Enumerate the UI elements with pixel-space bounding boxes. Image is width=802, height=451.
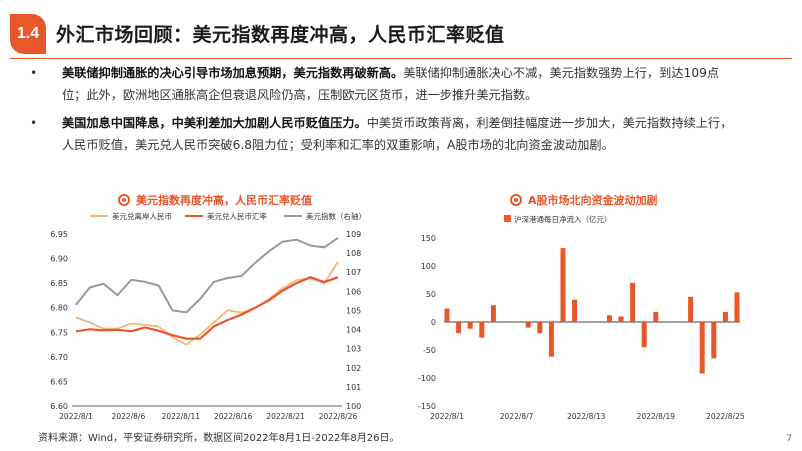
target-icon [118, 194, 130, 206]
bar [479, 322, 485, 338]
y-right-tick-label: 100 [346, 402, 361, 411]
bullet-dot: • [30, 66, 38, 80]
bullet-1-text: 美联储抑制通胀决心不减，美元指数强势上行，到达109点位；此外，欧洲地区通胀高企… [62, 66, 720, 102]
y-left-tick-label: 6.90 [50, 255, 68, 264]
section-number-badge: 1.4 [10, 14, 46, 54]
bar [641, 322, 647, 348]
y-tick-label: -100 [418, 374, 436, 383]
bar [699, 322, 705, 374]
y-right-tick-label: 103 [346, 345, 361, 354]
legend-label: 美元兑人民币汇率 [207, 211, 267, 221]
bar [606, 315, 612, 322]
bar [525, 322, 531, 328]
y-right-tick-label: 109 [346, 230, 361, 239]
bar [572, 299, 578, 322]
y-tick-label: -50 [423, 346, 436, 355]
legend-label: 美元指数（右轴） [306, 211, 366, 221]
page-number: 7 [786, 434, 792, 444]
bar [560, 248, 566, 322]
x-tick-label: 2022/8/25 [706, 412, 745, 421]
y-left-tick-label: 6.95 [50, 230, 68, 239]
y-right-tick-label: 107 [346, 268, 361, 277]
x-tick-label: 2022/8/11 [162, 412, 201, 421]
y-left-tick-label: 6.75 [50, 328, 68, 337]
bar [537, 322, 543, 334]
bullet-item-2: • 美国加息中国降息，中美利差加大加剧人民币贬值压力。中美货币政策背离，利差倒挂… [30, 112, 740, 156]
bar [722, 311, 728, 322]
bar [456, 322, 462, 334]
y-tick-label: -150 [418, 402, 436, 411]
y-tick-label: 100 [421, 262, 436, 271]
bar [734, 292, 740, 322]
bar-chart-title: A股市场北向资金波动加剧 [510, 192, 658, 208]
x-tick-label: 2022/8/1 [430, 412, 464, 421]
bar [688, 296, 694, 322]
y-left-tick-label: 6.70 [50, 353, 68, 362]
y-left-tick-label: 6.65 [50, 377, 68, 386]
x-tick-label: 2022/8/13 [567, 412, 606, 421]
bullet-1-bold: 美联储抑制通胀的决心引导市场加息预期，美元指数再破新高。 [62, 66, 404, 80]
x-tick-label: 2022/8/1 [59, 412, 93, 421]
legend-label: 美元兑离岸人民币 [112, 211, 172, 221]
line-chart-title: 美元指数再度冲高，人民币汇率贬值 [118, 192, 312, 208]
bullet-item-1: • 美联储抑制通胀的决心引导市场加息预期，美元指数再破新高。美联储抑制通胀决心不… [30, 62, 740, 106]
y-tick-label: 0 [431, 318, 436, 327]
x-tick-label: 2022/8/16 [214, 412, 253, 421]
bullet-dot: • [30, 116, 38, 130]
y-right-tick-label: 102 [346, 364, 361, 373]
series-line [75, 261, 339, 346]
legend-swatch [504, 215, 511, 222]
bar [490, 305, 496, 322]
northbound-bar-chart: 沪深港通每日净流入（亿元）150100500-50-100-1502022/8/… [418, 214, 745, 421]
x-tick-label: 2022/8/26 [319, 412, 358, 421]
y-right-tick-label: 108 [346, 249, 361, 258]
legend-label: 沪深港通每日净流入（亿元） [514, 214, 612, 224]
bullet-2-bold: 美国加息中国降息，中美利差加大加剧人民币贬值压力。 [62, 116, 367, 130]
y-left-tick-label: 6.80 [50, 304, 68, 313]
y-tick-label: 150 [421, 234, 436, 243]
series-line [75, 236, 339, 314]
section-header: 1.4 外汇市场回顾：美元指数再度冲高，人民币汇率贬值 [0, 14, 802, 59]
fx-line-chart: 美元兑离岸人民币 美元兑人民币汇率 美元指数（右轴） 6.60 6.65 6.70 6.75… [50, 211, 366, 421]
header-divider [10, 58, 792, 59]
bar [548, 322, 554, 357]
y-right-tick-label: 101 [346, 383, 361, 392]
x-tick-label: 2022/8/7 [500, 412, 534, 421]
y-left-tick-label: 6.60 [50, 402, 68, 411]
source-note: 资料来源：Wind，平安证券研究所，数据区间2022年8月1日-2022年8月2… [38, 433, 400, 444]
bar [711, 322, 717, 359]
x-tick-label: 2022/8/21 [266, 412, 305, 421]
bar [630, 282, 636, 322]
y-tick-label: 50 [426, 290, 436, 299]
y-right-tick-label: 104 [346, 326, 361, 335]
bar [653, 311, 659, 322]
bar [444, 308, 450, 322]
bar [618, 316, 624, 322]
bullet-2-text: 中美货币政策背离，利差倒挂幅度进一步加大，美元指数持续上行，人民币贬值，美元兑人… [62, 116, 733, 152]
x-tick-label: 2022/8/19 [637, 412, 676, 421]
series-line [75, 276, 339, 340]
y-right-tick-label: 106 [346, 287, 361, 296]
x-tick-label: 2022/8/6 [112, 412, 146, 421]
bar [467, 322, 473, 329]
y-left-tick-label: 6.85 [50, 279, 68, 288]
y-right-tick-label: 105 [346, 306, 361, 315]
bullet-list: • 美联储抑制通胀的决心引导市场加息预期，美元指数再破新高。美联储抑制通胀决心不… [30, 62, 740, 162]
section-title: 外汇市场回顾：美元指数再度冲高，人民币汇率贬值 [56, 24, 505, 46]
target-icon [510, 194, 522, 206]
